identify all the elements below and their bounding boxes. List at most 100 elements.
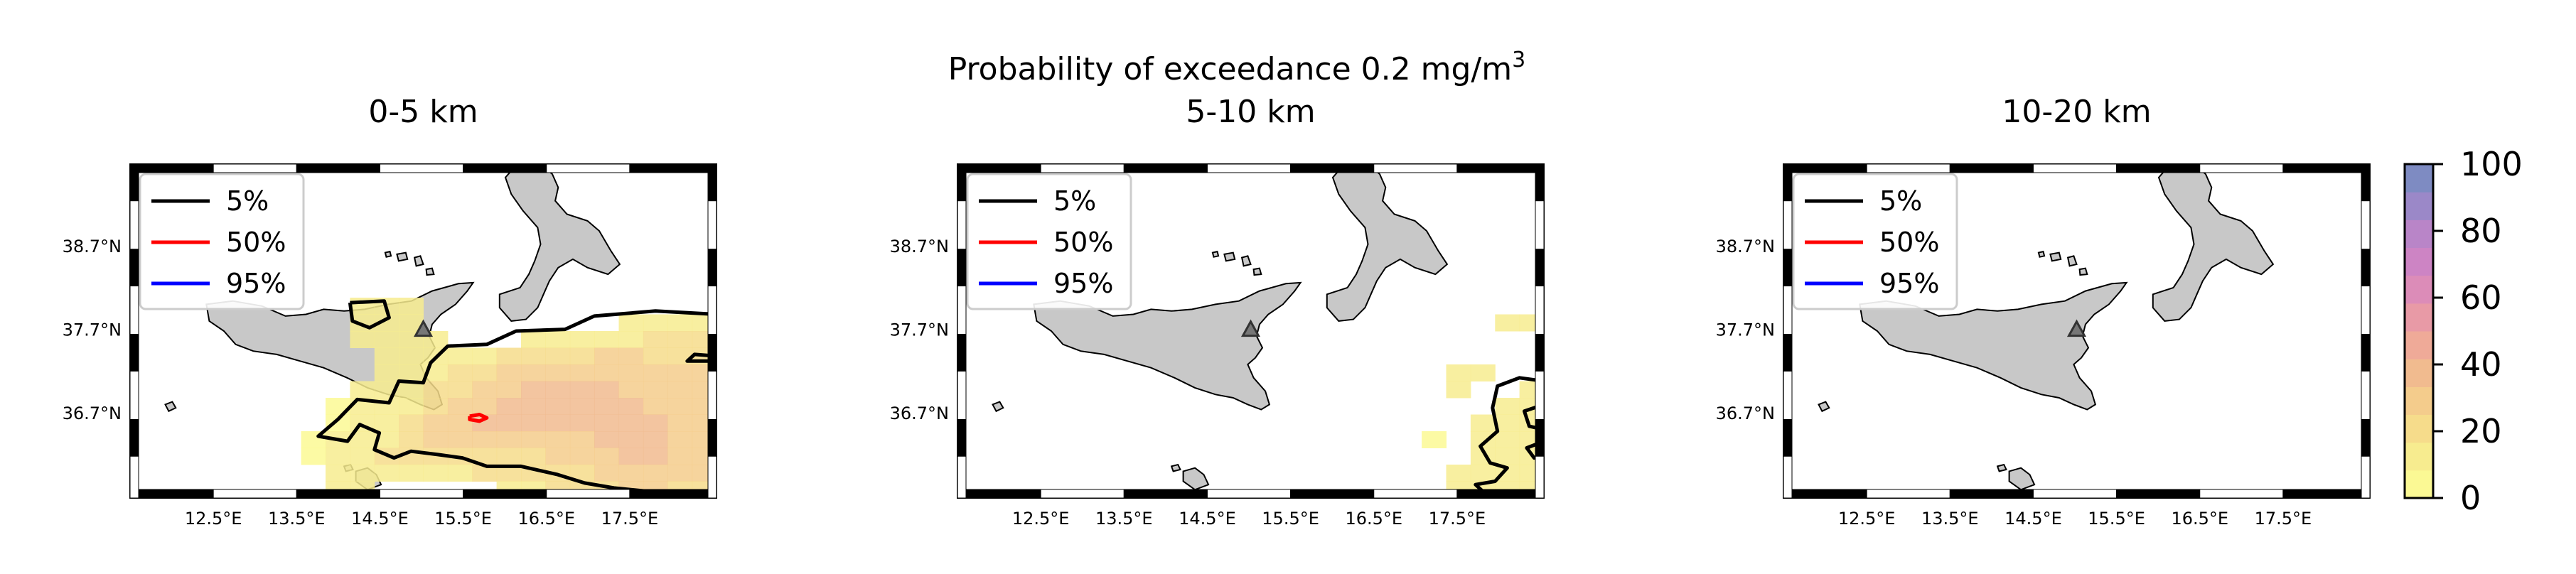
calabria-landmass xyxy=(2152,164,2275,322)
legend: 5% 50% 95% xyxy=(139,173,305,310)
x-tick-label: 17.5°E xyxy=(601,509,659,529)
probability-cell xyxy=(1470,465,1496,482)
probability-cell xyxy=(594,448,619,465)
probability-cell xyxy=(447,381,473,399)
colorbar-band xyxy=(2405,359,2433,387)
probability-cell xyxy=(399,414,424,432)
probability-cell xyxy=(545,347,571,365)
calabria-landmass xyxy=(1326,164,1449,322)
probability-cell xyxy=(350,381,375,399)
legend-label: 50% xyxy=(1053,227,1113,258)
probability-cell xyxy=(643,398,668,415)
colorbar-band xyxy=(2405,470,2433,499)
probability-cell xyxy=(423,381,449,399)
x-tick-label: 12.5°E xyxy=(1838,509,1896,529)
probability-cell xyxy=(447,431,473,448)
probability-cell xyxy=(374,364,399,381)
islet xyxy=(1170,463,1181,472)
probability-cell xyxy=(545,398,571,415)
probability-cell xyxy=(350,448,375,465)
islet xyxy=(1240,255,1252,267)
probability-cell xyxy=(521,448,546,465)
x-tick-label: 16.5°E xyxy=(1345,509,1402,529)
probability-cell xyxy=(447,398,473,415)
probability-cell xyxy=(399,398,424,415)
probability-cell xyxy=(618,364,644,381)
colorbar-tick-label: 80 xyxy=(2460,212,2502,250)
probability-cell xyxy=(594,431,619,448)
probability-cell xyxy=(374,347,399,365)
colorbar-band xyxy=(2405,275,2433,304)
legend-label: 95% xyxy=(1053,268,1113,299)
probability-cell xyxy=(496,398,522,415)
probability-cell xyxy=(326,448,350,465)
legend-label: 95% xyxy=(1879,268,1939,299)
probability-cell xyxy=(643,431,668,448)
islet xyxy=(1252,267,1262,276)
probability-cell xyxy=(1446,465,1471,482)
probability-cell xyxy=(472,398,498,415)
probability-cell xyxy=(350,331,375,348)
probability-cell xyxy=(618,398,644,415)
probability-cell xyxy=(667,465,693,482)
probability-cell xyxy=(667,331,693,348)
probability-cell xyxy=(618,465,644,482)
probability-cell xyxy=(618,314,644,332)
map-panel-5-10km: 5-10 km 5% 50% 95% 12.5°E 13.5°E 14.5°E 15.5°E 1… xyxy=(890,94,1545,529)
islet xyxy=(1996,463,2007,472)
probability-cell xyxy=(618,381,644,399)
probability-cell xyxy=(350,465,375,482)
x-tick-label: 13.5°E xyxy=(268,509,326,529)
probability-cell xyxy=(594,465,619,482)
x-tick-label: 12.5°E xyxy=(1012,509,1070,529)
probability-cell xyxy=(643,465,668,482)
probability-cell xyxy=(472,347,498,365)
contour-5pct xyxy=(685,352,717,363)
islet xyxy=(1223,251,1236,262)
legend-label: 5% xyxy=(1879,185,1922,217)
islet xyxy=(2078,267,2088,276)
probability-cell xyxy=(496,347,522,365)
x-tick-label: 14.5°E xyxy=(1179,509,1236,529)
y-tick-label: 37.7°N xyxy=(63,320,122,340)
panel-title: 0-5 km xyxy=(368,94,478,130)
colorbar-tick-label: 20 xyxy=(2460,412,2502,450)
probability-cell xyxy=(521,381,546,399)
probability-cell xyxy=(1495,398,1520,415)
islet xyxy=(1211,250,1220,258)
probability-cell xyxy=(423,398,449,415)
probability-cell xyxy=(374,331,399,348)
probability-cell xyxy=(521,364,546,381)
map-panel-0-5km: 0-5 km 5% 50% 95% 12.5°E 13.5°E 14.5°E 15.5°E 16… xyxy=(63,94,717,529)
probability-cell xyxy=(569,448,595,465)
probability-cell xyxy=(618,431,644,448)
probability-cell xyxy=(667,431,693,448)
x-tick-label: 16.5°E xyxy=(2171,509,2228,529)
probability-cell xyxy=(594,331,619,348)
probability-cell xyxy=(521,431,546,448)
probability-cell xyxy=(569,414,595,432)
probability-cell xyxy=(399,298,424,315)
probability-cell xyxy=(618,331,644,348)
probability-cell xyxy=(643,314,668,332)
y-tick-label: 36.7°N xyxy=(1716,404,1775,423)
islet xyxy=(2008,467,2036,491)
probability-cell xyxy=(594,414,619,432)
x-tick-label: 12.5°E xyxy=(185,509,242,529)
probability-cell xyxy=(447,347,473,365)
islet xyxy=(1818,401,1830,413)
probability-cell xyxy=(374,414,399,432)
probability-cell xyxy=(472,364,498,381)
islet xyxy=(425,267,435,276)
calabria-landmass xyxy=(498,164,621,322)
map-frame xyxy=(129,163,717,499)
y-tick-label: 38.7°N xyxy=(1716,237,1775,256)
probability-cell xyxy=(1495,414,1520,432)
probability-cell xyxy=(569,364,595,381)
x-tick-label: 17.5°E xyxy=(1429,509,1486,529)
probability-cell xyxy=(1422,431,1447,448)
islet xyxy=(413,255,424,267)
figure-suptitle: Probability of exceedance 0.2 mg/m3 xyxy=(948,48,1525,87)
probability-cell xyxy=(521,414,546,432)
